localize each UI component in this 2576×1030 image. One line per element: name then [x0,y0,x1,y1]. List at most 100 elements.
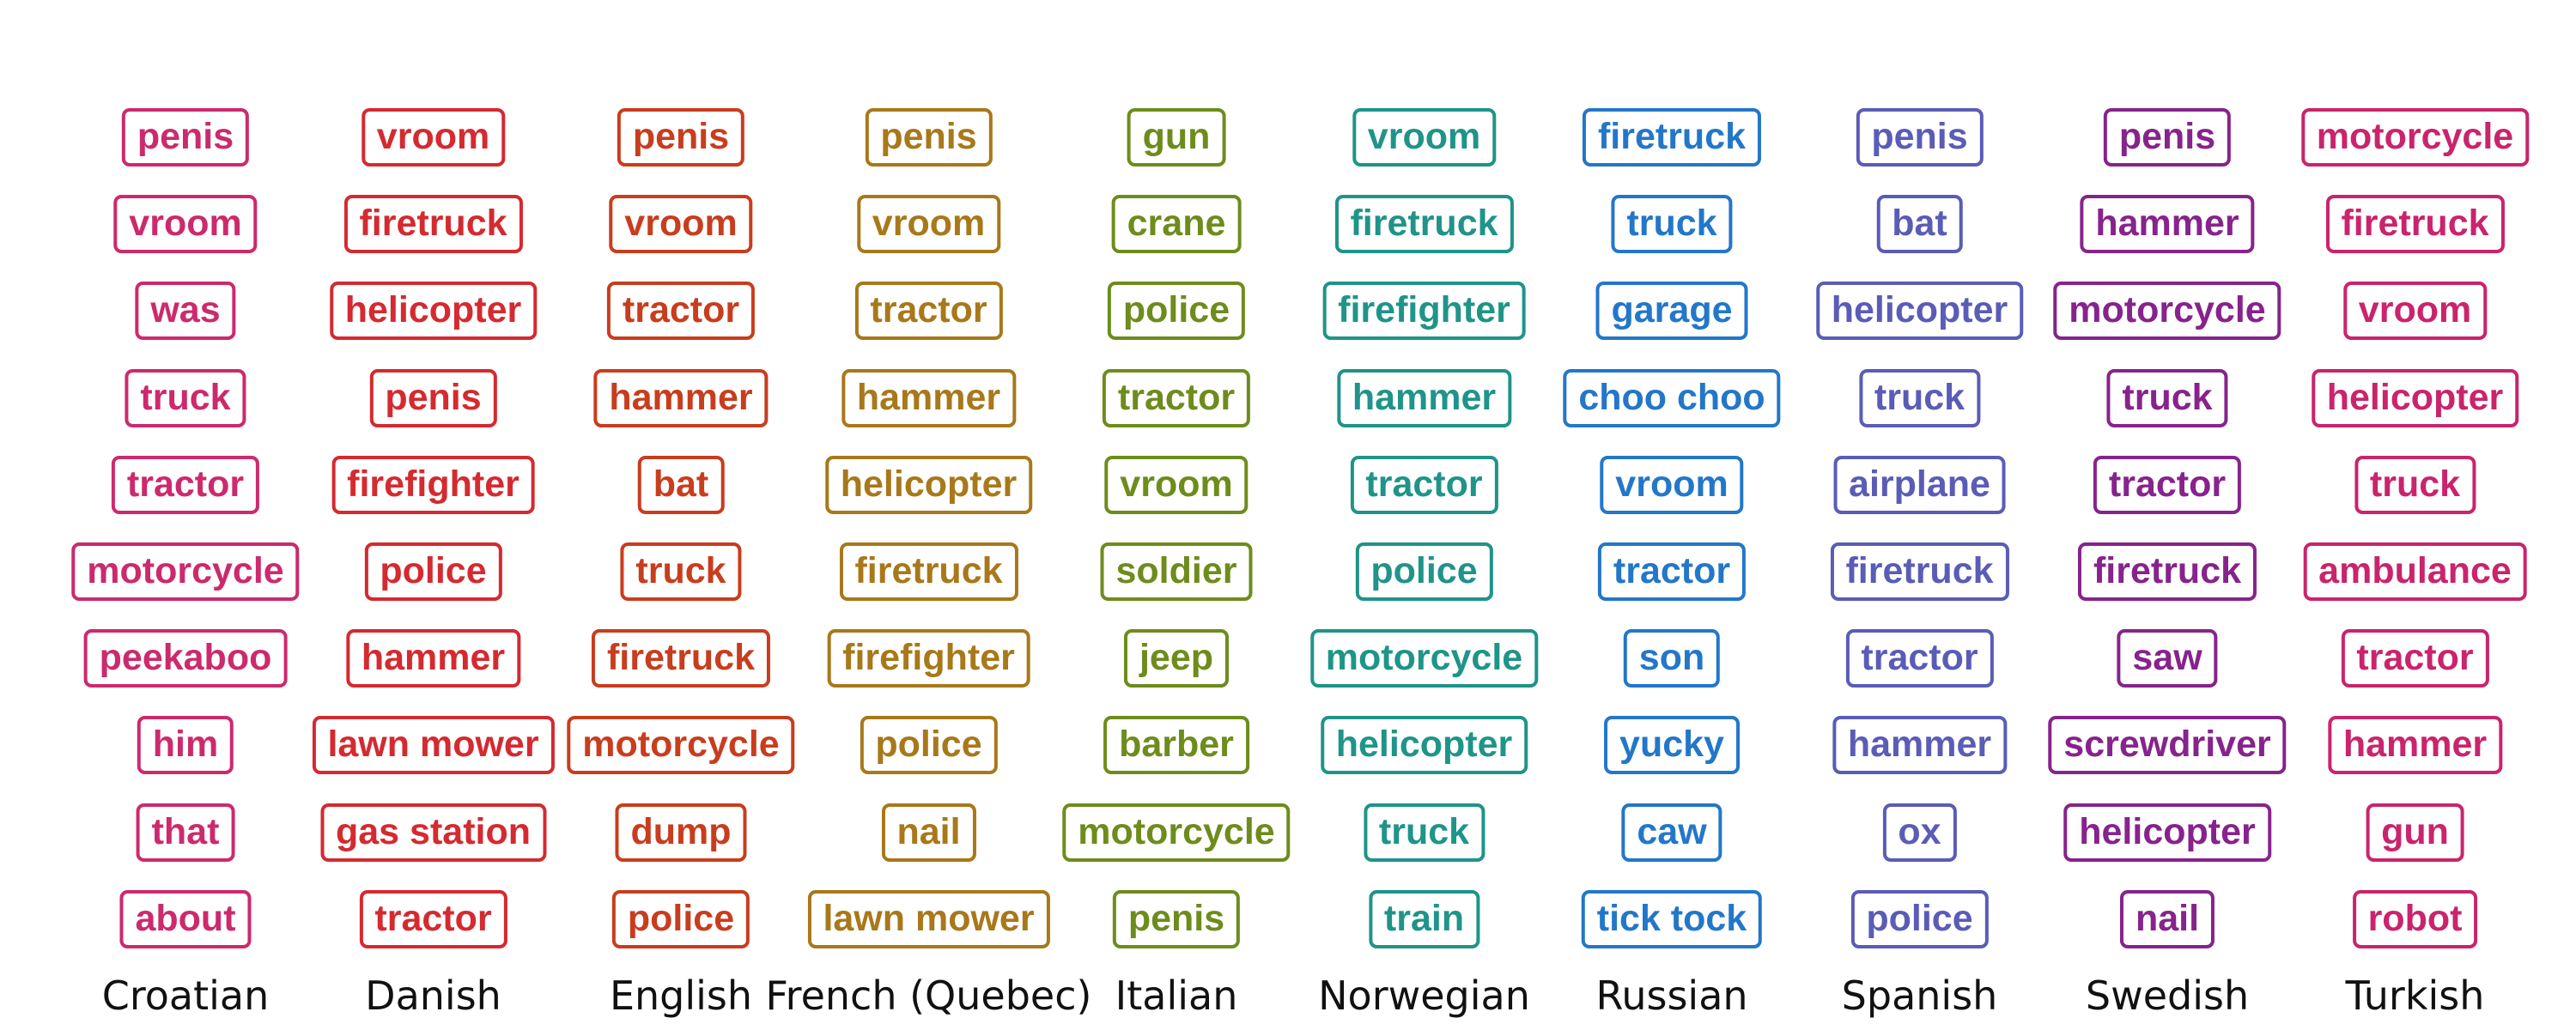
word-label: police [1107,282,1246,341]
word-label: lawn mower [312,716,555,775]
word-label: police [860,716,998,775]
word-label: helicopter [2311,368,2519,427]
word-label: crane [1111,195,1242,254]
word-label: vroom [1352,108,1497,167]
word-label: hammer [1832,716,2008,775]
word-label: tractor [2341,629,2489,688]
language-column: vroom firetruck firefighter hammer tractor po… [1301,0,1548,1030]
column-label: Italian [1115,972,1238,1019]
word-label: police [1355,542,1493,601]
column-label: Turkish [2345,972,2485,1019]
word-label: vroom [113,195,258,254]
word-label: penis [121,108,250,167]
word-label: jeep [1123,629,1230,688]
word-label: firefighter [1322,282,1526,341]
word-label: was [135,282,236,341]
word-label: dump [615,803,747,862]
word-label: vroom [361,108,506,167]
word-label: barber [1103,716,1249,775]
word-label: garage [1595,282,1748,341]
word-label: gun [1127,108,1226,167]
word-label: soldier [1100,542,1253,601]
word-label: motorcycle [71,542,300,601]
word-label: son [1623,629,1721,688]
word-label: hammer [1336,368,1512,427]
word-label: firetruck [839,542,1018,601]
word-label: police [611,889,750,948]
word-label: tractor [359,889,507,948]
column-label: Russian [1595,972,1748,1019]
word-label: choo choo [1563,368,1781,427]
word-label: motorcycle [1062,803,1291,862]
word-label: hammer [841,368,1017,427]
word-label: screwdriver [2048,716,2287,775]
column-label: Spanish [1841,972,1998,1019]
word-label: helicopter [2063,803,2271,862]
word-label: helicopter [1815,282,2024,341]
word-label: firetruck [2325,195,2505,254]
word-label: bat [1876,195,1963,254]
word-label: penis [2103,108,2232,167]
language-column: firetruck truck garage choo choo vroom tracto… [1548,0,1795,1030]
word-label: tractor [1597,542,1747,601]
language-column: penis vroom tractor hammer bat truck firetruck… [557,0,805,1030]
word-label: yucky [1604,716,1740,775]
word-label: ox [1882,803,1957,862]
word-label: tractor [606,282,756,341]
word-label: tractor [854,282,1003,341]
word-label: saw [2117,629,2218,688]
word-label: vroom [609,195,753,254]
word-label: hammer [345,629,521,688]
word-label: nail [881,803,976,862]
language-column: vroom firetruck helicopter penis firefighter… [310,0,557,1030]
word-label: motorcycle [2053,282,2281,341]
language-column: penis hammer motorcycle truck tractor firetru… [2044,0,2291,1030]
word-label: nail [2119,889,2215,948]
word-label: lawn mower [807,889,1050,948]
word-label: hammer [2080,195,2255,254]
column-label: English [609,972,753,1019]
language-column: penis vroom tractor hammer helicopter firetru… [766,0,1091,1030]
word-label: truck [1363,803,1485,862]
word-label: airplane [1833,455,2006,514]
word-label: tractor [1350,455,1498,514]
word-label: motorcycle [1309,629,1539,688]
word-label: tractor [2093,455,2242,514]
word-label: firetruck [1334,195,1514,254]
word-label: train [1368,889,1480,948]
column-label: Croatian [101,972,270,1019]
word-label: about [119,889,252,948]
word-label: tractor [111,455,260,514]
word-label: robot [2352,889,2478,948]
word-label: firetruck [1582,108,1762,167]
word-label: tractor [1102,368,1251,427]
word-label: him [137,716,234,775]
word-label: police [364,542,502,601]
word-label: truck [2354,455,2476,514]
word-label: tractor [1845,629,1994,688]
word-label: motorcycle [2300,108,2530,167]
word-label: that [136,803,235,862]
word-label: truck [620,542,742,601]
word-label: gas station [320,803,546,862]
word-label: truck [2106,368,2228,427]
word-label: truck [125,368,246,427]
word-label: penis [369,368,497,427]
word-label: firetruck [343,195,523,254]
word-label: caw [1621,803,1722,862]
word-label: vroom [1600,455,1744,514]
language-column: motorcycle firetruck vroom helicopter truck a… [2292,0,2539,1030]
word-label: helicopter [824,455,1033,514]
column-label: Norwegian [1318,972,1530,1019]
column-label: Danish [365,972,501,1019]
word-label: vroom [1104,455,1249,514]
word-label: peekaboo [83,629,288,688]
word-label: bat [637,455,725,514]
word-label: firefighter [827,629,1030,688]
word-label: truck [1611,195,1733,254]
word-label: vroom [856,195,1001,254]
word-label: firefighter [331,455,535,514]
word-label: helicopter [1320,716,1528,775]
word-label: penis [1856,108,1984,167]
word-label: penis [865,108,993,167]
